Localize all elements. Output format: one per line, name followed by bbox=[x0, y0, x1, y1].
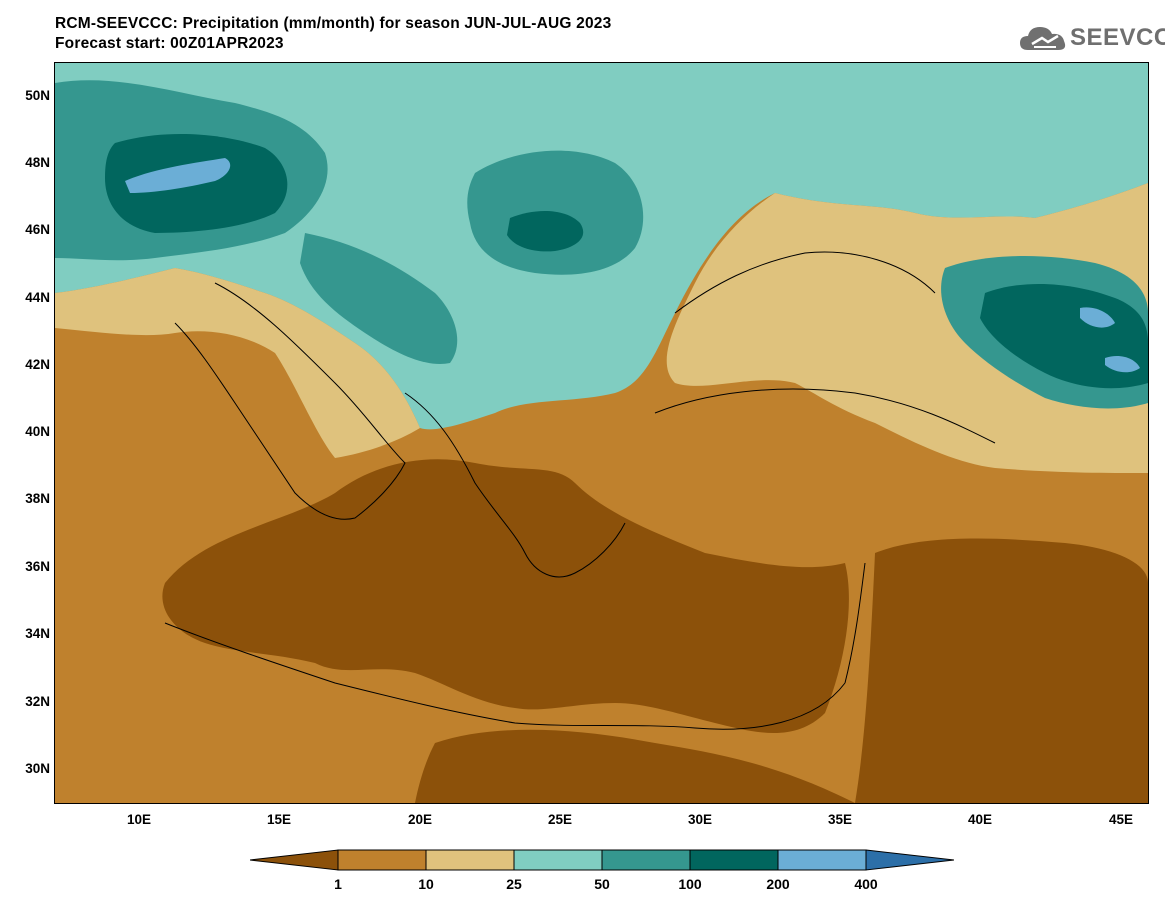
coast-n-africa bbox=[164, 622, 846, 730]
lat-tick-50: 50N bbox=[25, 88, 50, 103]
patch-alps bbox=[125, 158, 231, 193]
colorbar-bin-2 bbox=[337, 849, 427, 871]
dry-core-mediterranean bbox=[162, 459, 849, 733]
legend-label-25: 25 bbox=[506, 876, 522, 892]
lat-tick-36: 36N bbox=[25, 559, 50, 574]
patch-caucasus-2 bbox=[1105, 356, 1140, 373]
colorbar-bin-5 bbox=[601, 849, 691, 871]
lat-tick-44: 44N bbox=[25, 290, 50, 305]
core-carpathians bbox=[507, 211, 584, 252]
colorbar bbox=[249, 848, 955, 872]
coast-italy bbox=[174, 282, 406, 520]
beige-east bbox=[666, 183, 1148, 473]
lon-tick-15: 15E bbox=[266, 812, 292, 827]
coast-turkey bbox=[654, 388, 996, 444]
precipitation-map bbox=[55, 63, 1148, 803]
coast-balkans bbox=[404, 392, 626, 578]
coast-black-sea bbox=[674, 251, 936, 314]
seevccc-logo: SEEVCCC bbox=[1018, 22, 1165, 56]
legend-label-400: 400 bbox=[854, 876, 878, 892]
title-line-2: Forecast start: 00Z01APR2023 bbox=[55, 35, 284, 52]
lat-tick-40: 40N bbox=[25, 424, 50, 439]
legend-label-1: 1 bbox=[334, 876, 342, 892]
dry-core-africa bbox=[415, 729, 855, 803]
lon-tick-20: 20E bbox=[407, 812, 433, 827]
colorbar-bin-7 bbox=[777, 849, 867, 871]
lat-tick-30: 30N bbox=[25, 761, 50, 776]
lat-tick-34: 34N bbox=[25, 626, 50, 641]
lon-tick-40: 40E bbox=[967, 812, 993, 827]
wet-dinarides bbox=[300, 233, 458, 364]
coastlines bbox=[164, 251, 996, 730]
lat-tick-46: 46N bbox=[25, 222, 50, 237]
colorbar-bin-6 bbox=[689, 849, 779, 871]
lat-tick-42: 42N bbox=[25, 357, 50, 372]
colorbar-bin-1 bbox=[249, 849, 339, 871]
lon-tick-30: 30E bbox=[687, 812, 713, 827]
patch-caucasus-1 bbox=[1080, 307, 1115, 328]
lon-tick-35: 35E bbox=[827, 812, 853, 827]
beige-belt bbox=[55, 268, 420, 458]
lon-tick-25: 25E bbox=[547, 812, 573, 827]
lat-tick-32: 32N bbox=[25, 694, 50, 709]
lon-tick-45: 45E bbox=[1108, 812, 1134, 827]
legend-label-200: 200 bbox=[766, 876, 790, 892]
lat-tick-48: 48N bbox=[25, 155, 50, 170]
cloud-icon bbox=[1020, 27, 1066, 50]
colorbar-bin-3 bbox=[425, 849, 515, 871]
colorbar-bin-4 bbox=[513, 849, 603, 871]
legend-label-10: 10 bbox=[418, 876, 434, 892]
logo-text: SEEVCCC bbox=[1070, 24, 1165, 51]
title-line-1: RCM-SEEVCCC: Precipitation (mm/month) fo… bbox=[55, 15, 612, 32]
dry-core-middle-east bbox=[855, 538, 1148, 803]
legend-label-100: 100 bbox=[678, 876, 702, 892]
colorbar-bin-8 bbox=[865, 849, 955, 871]
coast-levant bbox=[844, 562, 866, 684]
legend-label-50: 50 bbox=[594, 876, 610, 892]
lon-tick-10: 10E bbox=[126, 812, 152, 827]
lat-tick-38: 38N bbox=[25, 491, 50, 506]
